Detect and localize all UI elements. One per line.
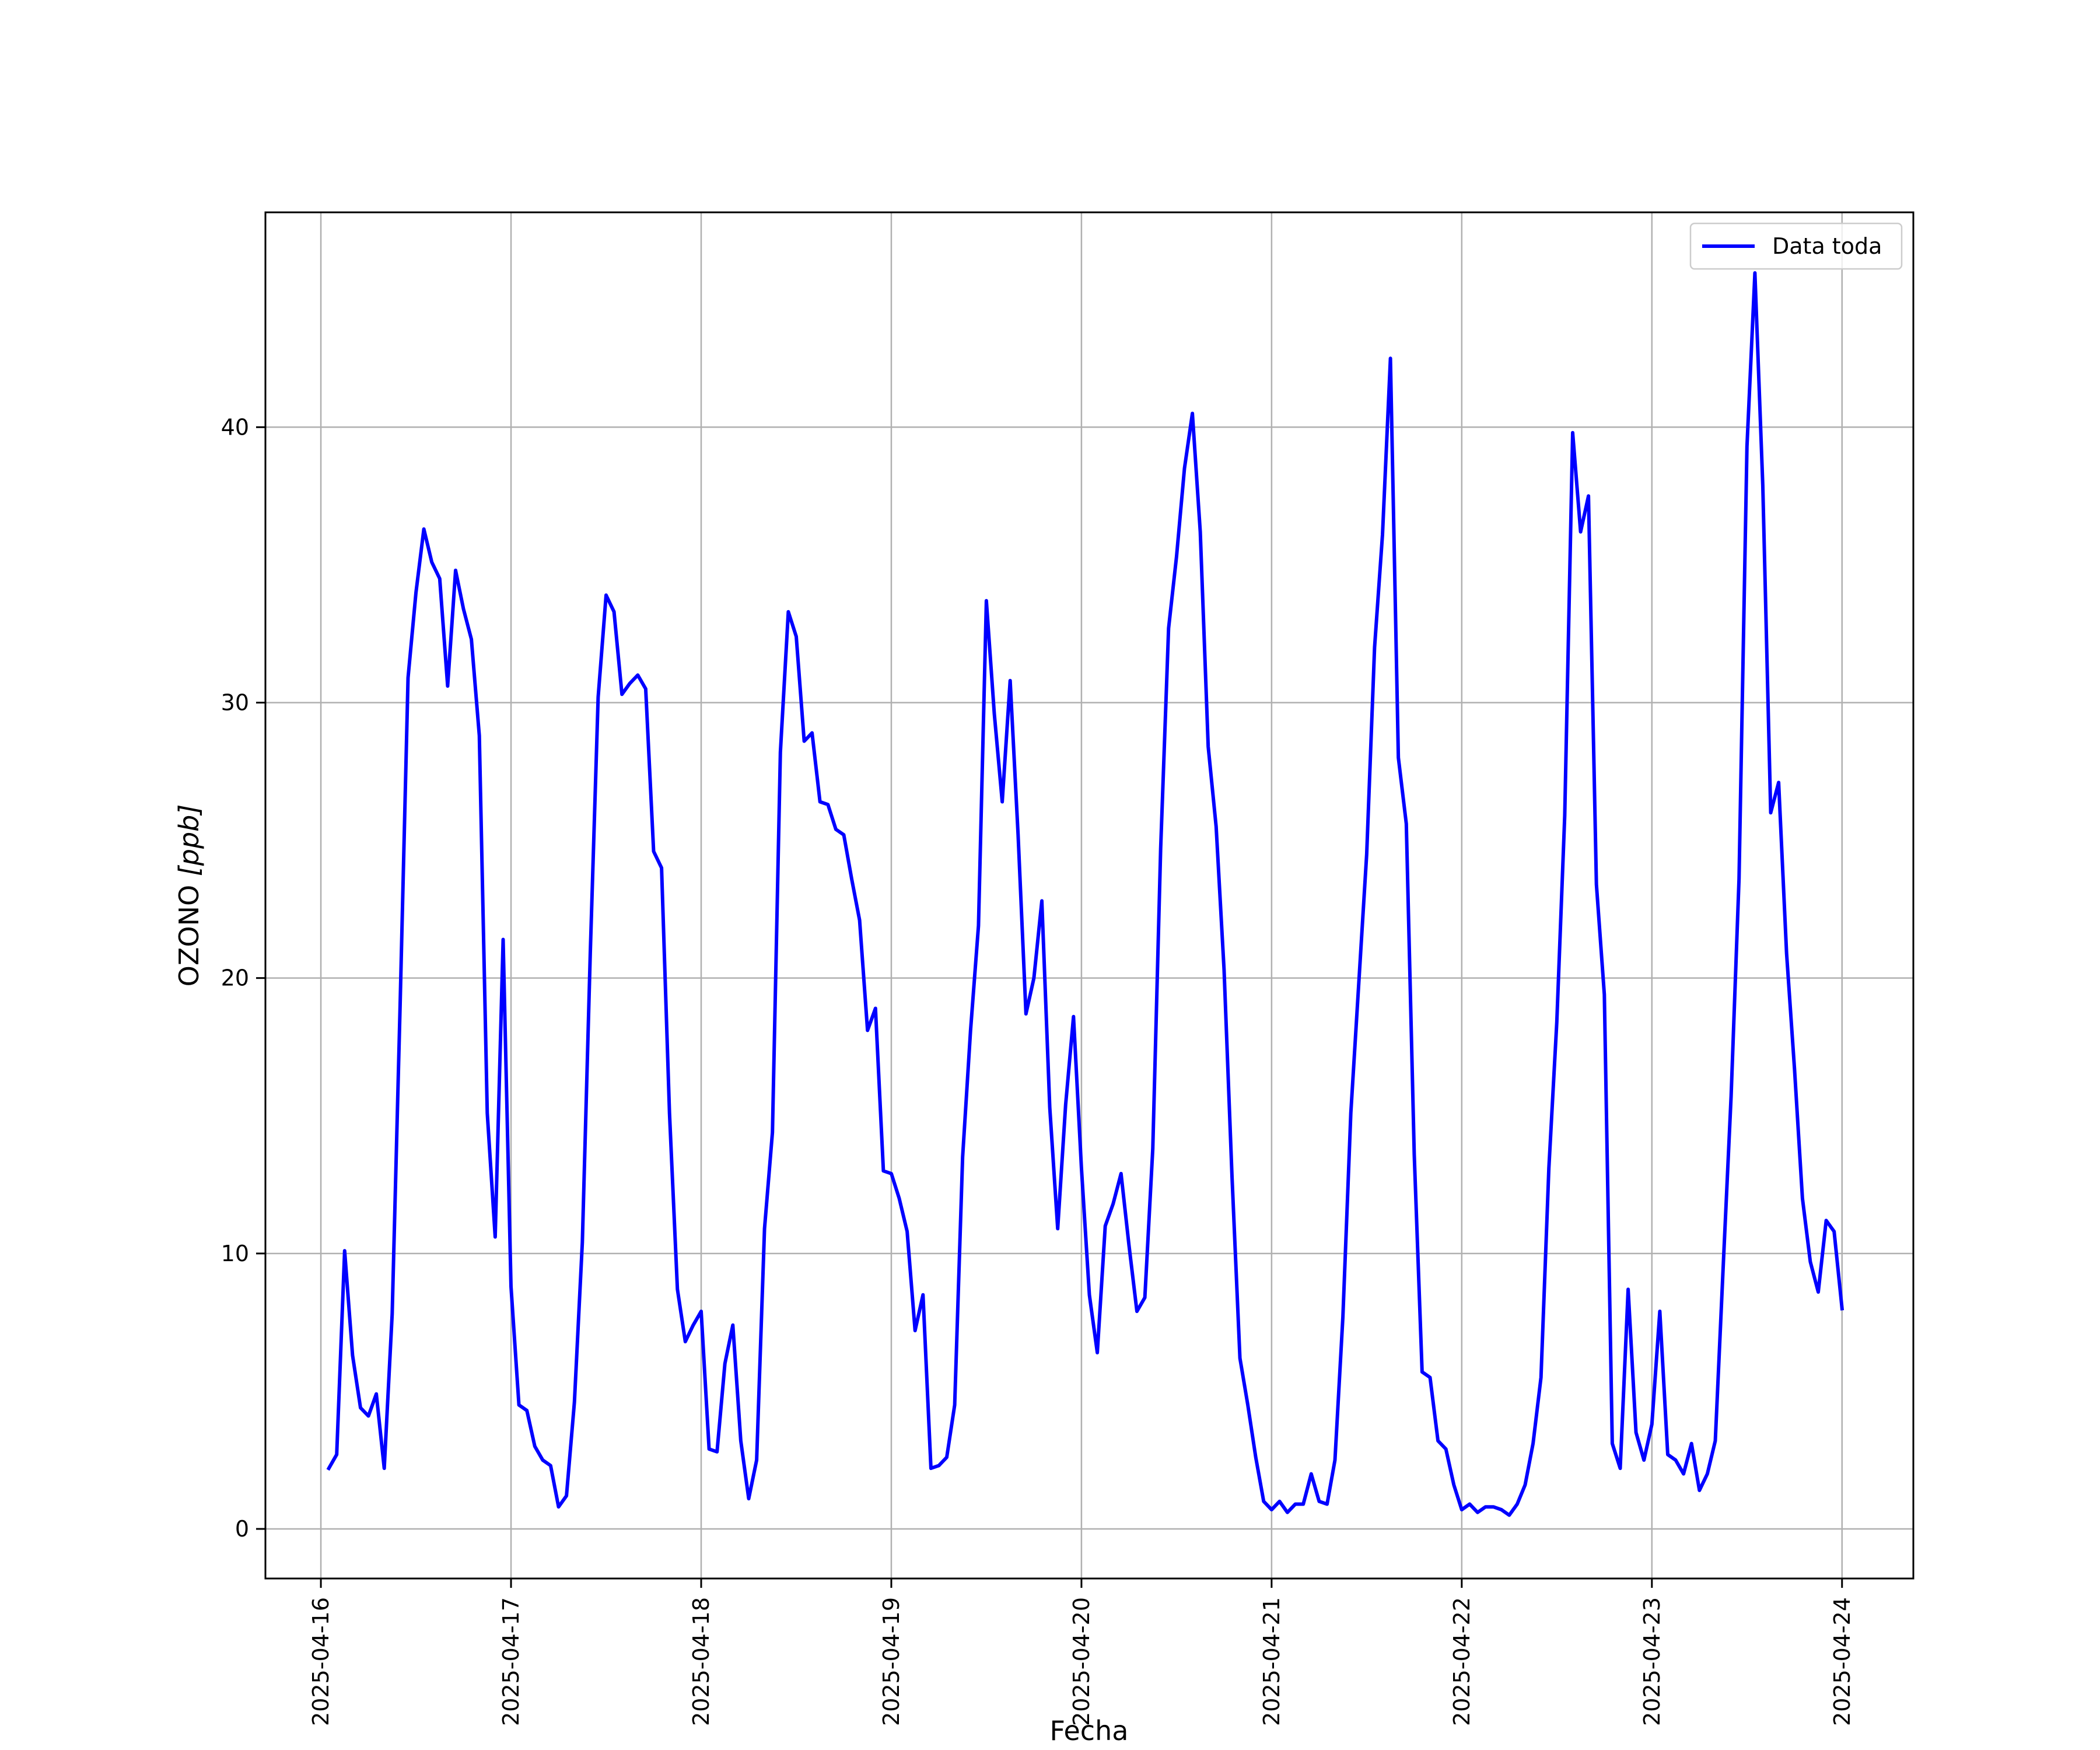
legend-label-data-toda: Data toda xyxy=(1772,233,1882,259)
y-axis-label-main: OZONO xyxy=(173,876,205,986)
plot-area xyxy=(265,212,1913,1578)
x-tick-label-2025-04-22: 2025-04-22 xyxy=(1449,1597,1475,1726)
series-line-data-toda xyxy=(326,271,1845,1517)
x-axis: 2025-04-16 2025-04-17 2025-04-18 2025-04-19… xyxy=(308,1578,1855,1726)
y-tick-label-0: 0 xyxy=(235,1516,249,1542)
y-axis: 0 10 20 30 40 xyxy=(221,414,265,1542)
grid xyxy=(265,212,1913,1578)
y-tick-label-20: 20 xyxy=(221,965,249,991)
x-tick-label-2025-04-21: 2025-04-21 xyxy=(1259,1597,1284,1726)
series-layer xyxy=(326,271,1845,1517)
axes-frame xyxy=(264,211,1915,1580)
legend-box xyxy=(1689,222,1903,270)
x-axis-label: Fecha xyxy=(1050,1715,1129,1746)
y-axis-label: OZONO [ppb] xyxy=(173,804,205,987)
y-axis-label-unit: [ppb] xyxy=(173,804,205,877)
x-tick-label-2025-04-23: 2025-04-23 xyxy=(1639,1597,1665,1726)
x-tick-label-2025-04-20: 2025-04-20 xyxy=(1069,1597,1094,1726)
x-tick-label-2025-04-16: 2025-04-16 xyxy=(308,1597,334,1726)
x-tick-label-2025-04-18: 2025-04-18 xyxy=(688,1597,714,1726)
x-tick-label-2025-04-17: 2025-04-17 xyxy=(498,1597,524,1726)
y-tick-label-10: 10 xyxy=(221,1241,249,1266)
y-tick-label-40: 40 xyxy=(221,414,249,440)
x-tick-label-2025-04-24: 2025-04-24 xyxy=(1829,1597,1855,1726)
y-tick-label-30: 30 xyxy=(221,690,249,715)
x-tick-label-2025-04-19: 2025-04-19 xyxy=(878,1597,904,1726)
legend: Data toda xyxy=(1689,222,1903,270)
